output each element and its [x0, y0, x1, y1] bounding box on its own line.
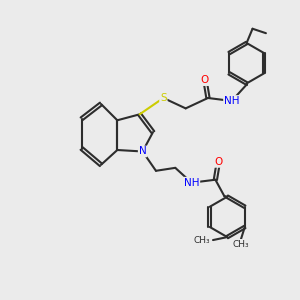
Text: NH: NH	[184, 178, 200, 188]
Text: CH₃: CH₃	[194, 236, 210, 244]
Text: O: O	[214, 157, 223, 167]
Text: O: O	[201, 75, 209, 85]
Text: N: N	[139, 146, 146, 157]
Text: NH: NH	[224, 96, 239, 106]
Text: S: S	[160, 93, 167, 103]
Text: CH₃: CH₃	[232, 240, 249, 249]
